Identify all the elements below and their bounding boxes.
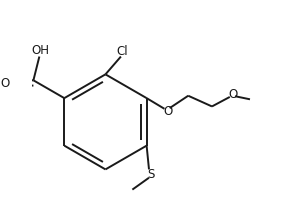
Text: S: S — [147, 168, 155, 181]
Text: O: O — [228, 88, 237, 101]
Text: O: O — [1, 77, 10, 90]
Text: OH: OH — [31, 44, 49, 57]
Text: Cl: Cl — [116, 45, 128, 58]
Text: O: O — [163, 105, 172, 118]
